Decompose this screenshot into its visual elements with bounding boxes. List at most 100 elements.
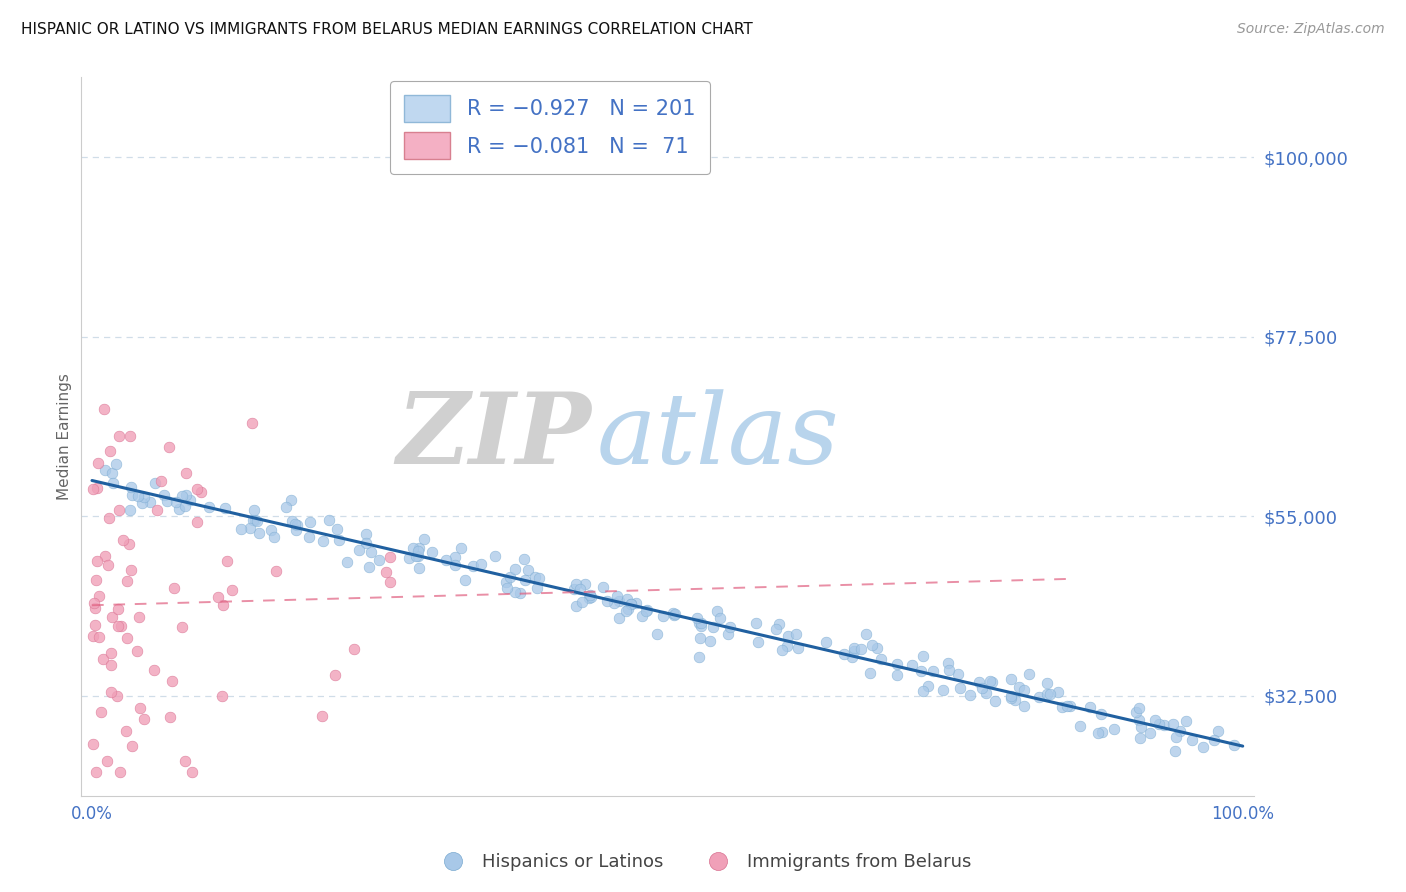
- Point: [565, 599, 588, 613]
- Point: [139, 495, 162, 509]
- Point: [89, 589, 111, 603]
- Point: [832, 647, 855, 661]
- Point: [408, 561, 430, 575]
- Point: [1012, 699, 1035, 714]
- Point: [104, 457, 127, 471]
- Point: [529, 571, 551, 585]
- Legend: R = −0.927   N = 201, R = −0.081   N =  71: R = −0.927 N = 201, R = −0.081 N = 71: [389, 80, 710, 174]
- Point: [770, 643, 793, 657]
- Point: [98, 444, 121, 458]
- Point: [505, 562, 527, 576]
- Point: [405, 549, 427, 563]
- Point: [82, 482, 104, 496]
- Point: [249, 526, 271, 541]
- Point: [702, 620, 724, 634]
- Point: [1069, 719, 1091, 733]
- Point: [108, 429, 131, 443]
- Point: [150, 474, 173, 488]
- Point: [298, 530, 321, 544]
- Point: [616, 592, 638, 607]
- Point: [787, 640, 810, 655]
- Point: [932, 682, 955, 697]
- Point: [664, 607, 686, 622]
- Point: [398, 550, 420, 565]
- Point: [936, 657, 959, 671]
- Point: [461, 559, 484, 574]
- Point: [108, 764, 131, 779]
- Point: [173, 500, 195, 514]
- Point: [1000, 672, 1022, 686]
- Point: [354, 535, 377, 549]
- Point: [645, 627, 668, 641]
- Point: [129, 701, 152, 715]
- Point: [450, 541, 472, 555]
- Point: [86, 481, 108, 495]
- Point: [776, 629, 799, 643]
- Point: [1125, 706, 1147, 720]
- Point: [886, 667, 908, 681]
- Point: [260, 523, 283, 537]
- Point: [706, 604, 728, 618]
- Point: [842, 644, 865, 658]
- Point: [181, 764, 204, 779]
- Point: [84, 601, 107, 615]
- Point: [1130, 720, 1153, 734]
- Point: [120, 563, 142, 577]
- Point: [745, 616, 768, 631]
- Point: [1018, 667, 1040, 681]
- Point: [495, 574, 517, 589]
- Point: [94, 463, 117, 477]
- Point: [156, 494, 179, 508]
- Point: [578, 591, 600, 605]
- Point: [603, 596, 626, 610]
- Point: [972, 681, 994, 695]
- Point: [86, 456, 108, 470]
- Point: [229, 522, 252, 536]
- Point: [765, 622, 787, 636]
- Point: [413, 532, 436, 546]
- Point: [107, 503, 129, 517]
- Point: [93, 402, 115, 417]
- Point: [174, 488, 197, 502]
- Point: [1128, 701, 1150, 715]
- Point: [264, 564, 287, 578]
- Point: [1008, 681, 1031, 695]
- Point: [336, 556, 359, 570]
- Point: [606, 589, 628, 603]
- Point: [325, 668, 347, 682]
- Point: [118, 429, 141, 443]
- Point: [565, 577, 588, 591]
- Point: [101, 475, 124, 490]
- Point: [100, 466, 122, 480]
- Point: [374, 565, 396, 579]
- Point: [211, 689, 233, 703]
- Point: [688, 616, 710, 631]
- Point: [709, 611, 731, 625]
- Point: [380, 550, 402, 565]
- Point: [860, 638, 883, 652]
- Point: [82, 629, 104, 643]
- Point: [1191, 739, 1213, 754]
- Point: [107, 602, 129, 616]
- Point: [768, 617, 790, 632]
- Point: [979, 673, 1001, 688]
- Point: [284, 517, 307, 532]
- Point: [607, 611, 630, 625]
- Point: [662, 606, 685, 620]
- Point: [1129, 731, 1152, 745]
- Point: [1028, 690, 1050, 705]
- Point: [967, 675, 990, 690]
- Point: [595, 594, 617, 608]
- Point: [132, 712, 155, 726]
- Point: [174, 754, 197, 768]
- Point: [142, 663, 165, 677]
- Point: [281, 514, 304, 528]
- Point: [1166, 731, 1188, 745]
- Point: [516, 563, 538, 577]
- Point: [815, 635, 838, 649]
- Point: [215, 554, 238, 568]
- Point: [312, 533, 335, 548]
- Point: [1036, 676, 1059, 690]
- Point: [132, 490, 155, 504]
- Point: [718, 620, 741, 634]
